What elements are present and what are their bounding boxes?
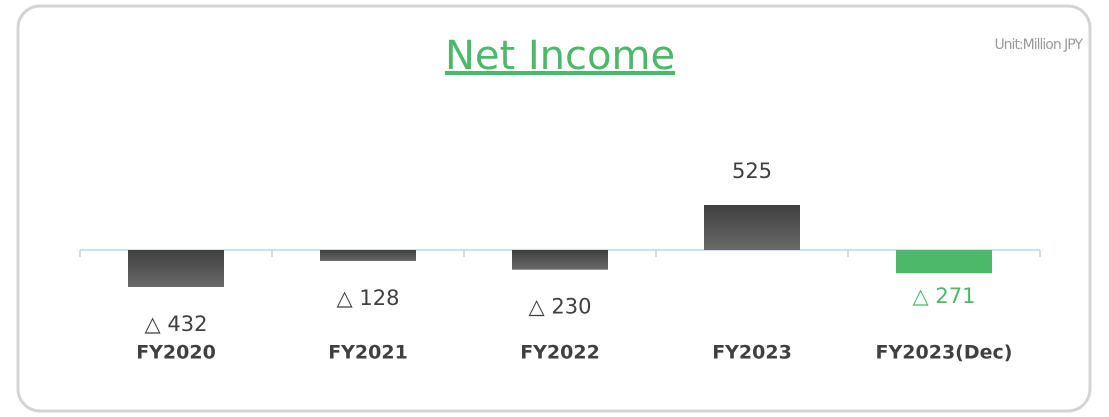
value-label: △ 230 [529,295,592,319]
bar [320,250,416,261]
value-label: △ 432 [145,312,208,336]
value-label: 525 [732,159,772,183]
x-tick-label: FY2022 [520,342,600,364]
bar [512,250,608,270]
value-label: △ 271 [913,284,976,308]
bar [128,250,224,288]
x-tick-label: FY2023 [712,342,792,364]
x-tick-label: FY2023(Dec) [876,342,1013,364]
frame [16,4,1092,413]
value-label: △ 128 [337,286,400,310]
chart-title: Net Income [445,33,675,79]
x-tick-label: FY2020 [136,342,216,364]
bar [896,250,992,274]
x-tick-label: FY2021 [328,342,408,364]
bar [704,205,800,250]
unit-label: Unit:Million JPY [994,37,1083,53]
